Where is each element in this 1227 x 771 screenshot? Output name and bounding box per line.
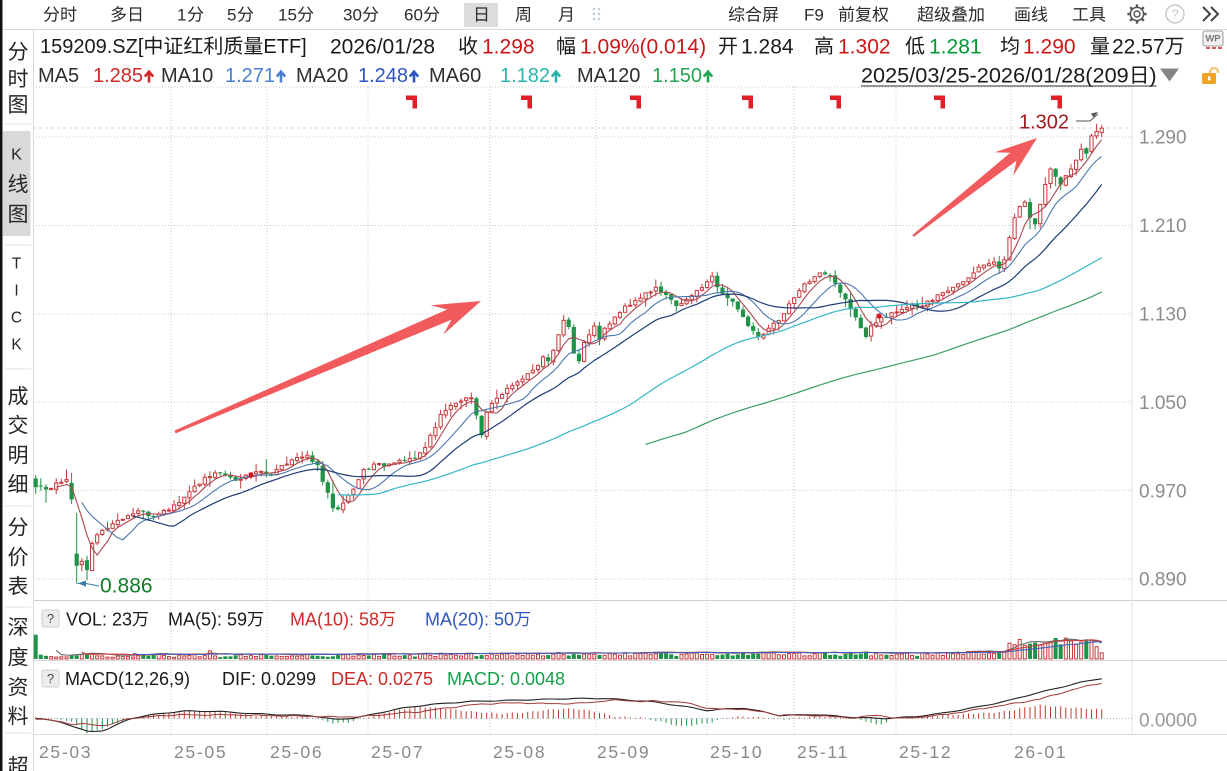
svg-text:VOL: 23: VOL: 23 [66,609,132,629]
svg-text:1.290: 1.290 [1139,128,1187,149]
svg-text:?: ? [47,671,54,686]
svg-text:0.970: 0.970 [1139,481,1187,502]
svg-text:26-01: 26-01 [1014,742,1067,762]
svg-text:?: ? [1171,7,1178,22]
svg-text:1.284: 1.284 [741,36,794,59]
svg-text:MA10: MA10 [161,65,213,87]
svg-text:25-10: 25-10 [710,742,763,762]
svg-text:C: C [11,310,22,327]
svg-text:25-05: 25-05 [174,742,227,762]
svg-text:15: 15 [278,6,297,25]
svg-text:ETF]: ETF] [263,36,306,58]
svg-text:MA(10): 58: MA(10): 58 [290,609,379,629]
svg-text:25-07: 25-07 [371,742,424,762]
svg-text:): ) [1149,63,1156,88]
svg-text:25-12: 25-12 [899,742,952,762]
svg-text:0.886: 0.886 [100,575,153,598]
svg-text:5: 5 [227,6,236,25]
svg-text:1.298: 1.298 [482,36,535,59]
svg-text:1.150: 1.150 [652,65,702,87]
svg-text:MACD(12,26,9): MACD(12,26,9) [65,669,190,689]
svg-text:1.271: 1.271 [225,65,275,87]
svg-text:1.130: 1.130 [1139,305,1187,326]
svg-text:K: K [11,337,22,354]
svg-text:25-06: 25-06 [270,742,323,762]
svg-text:60: 60 [404,6,423,25]
svg-text:I: I [14,283,18,300]
svg-text:MA120: MA120 [577,65,640,87]
svg-text:1.302: 1.302 [838,36,891,59]
svg-text:0.0000: 0.0000 [1139,711,1197,732]
svg-text:2026/01/28: 2026/01/28 [330,36,435,59]
svg-text:MA(5): 59: MA(5): 59 [168,609,247,629]
svg-text:F9: F9 [804,6,824,25]
svg-text:?: ? [47,611,54,626]
svg-text:WP: WP [1205,33,1221,44]
svg-text:1.281: 1.281 [929,36,982,59]
svg-text:MA20: MA20 [296,65,348,87]
svg-text:25-11: 25-11 [797,742,849,762]
svg-text:1.09%(0.014): 1.09%(0.014) [580,36,706,59]
svg-text:DIF: 0.0299: DIF: 0.0299 [222,669,316,689]
svg-text:1.050: 1.050 [1139,393,1187,414]
svg-text:1: 1 [177,6,186,25]
svg-text:MA(20): 50: MA(20): 50 [425,609,514,629]
svg-text:DEA: 0.0275: DEA: 0.0275 [331,669,433,689]
svg-text:MACD: 0.0048: MACD: 0.0048 [447,669,565,689]
svg-text:T: T [12,256,22,273]
svg-text:30: 30 [343,6,362,25]
svg-text:MA5: MA5 [38,65,79,87]
svg-text:1.302: 1.302 [1019,112,1069,134]
svg-text:1.182: 1.182 [500,65,550,87]
svg-text:25-09: 25-09 [597,742,650,762]
svg-text:1.210: 1.210 [1139,216,1187,237]
svg-text:25-03: 25-03 [39,742,92,762]
svg-text:1.290: 1.290 [1023,36,1076,59]
svg-text:1.285: 1.285 [93,65,143,87]
svg-text:22.57: 22.57 [1112,36,1165,59]
svg-text:2025/03/25-2026/01/28(209: 2025/03/25-2026/01/28(209 [861,63,1129,88]
svg-text:0.890: 0.890 [1139,570,1187,591]
svg-text:25-08: 25-08 [493,742,546,762]
svg-text:1.248: 1.248 [358,65,408,87]
svg-text:MA60: MA60 [429,65,481,87]
svg-text:K: K [11,147,22,164]
svg-text:159209.SZ[: 159209.SZ[ [40,36,144,58]
